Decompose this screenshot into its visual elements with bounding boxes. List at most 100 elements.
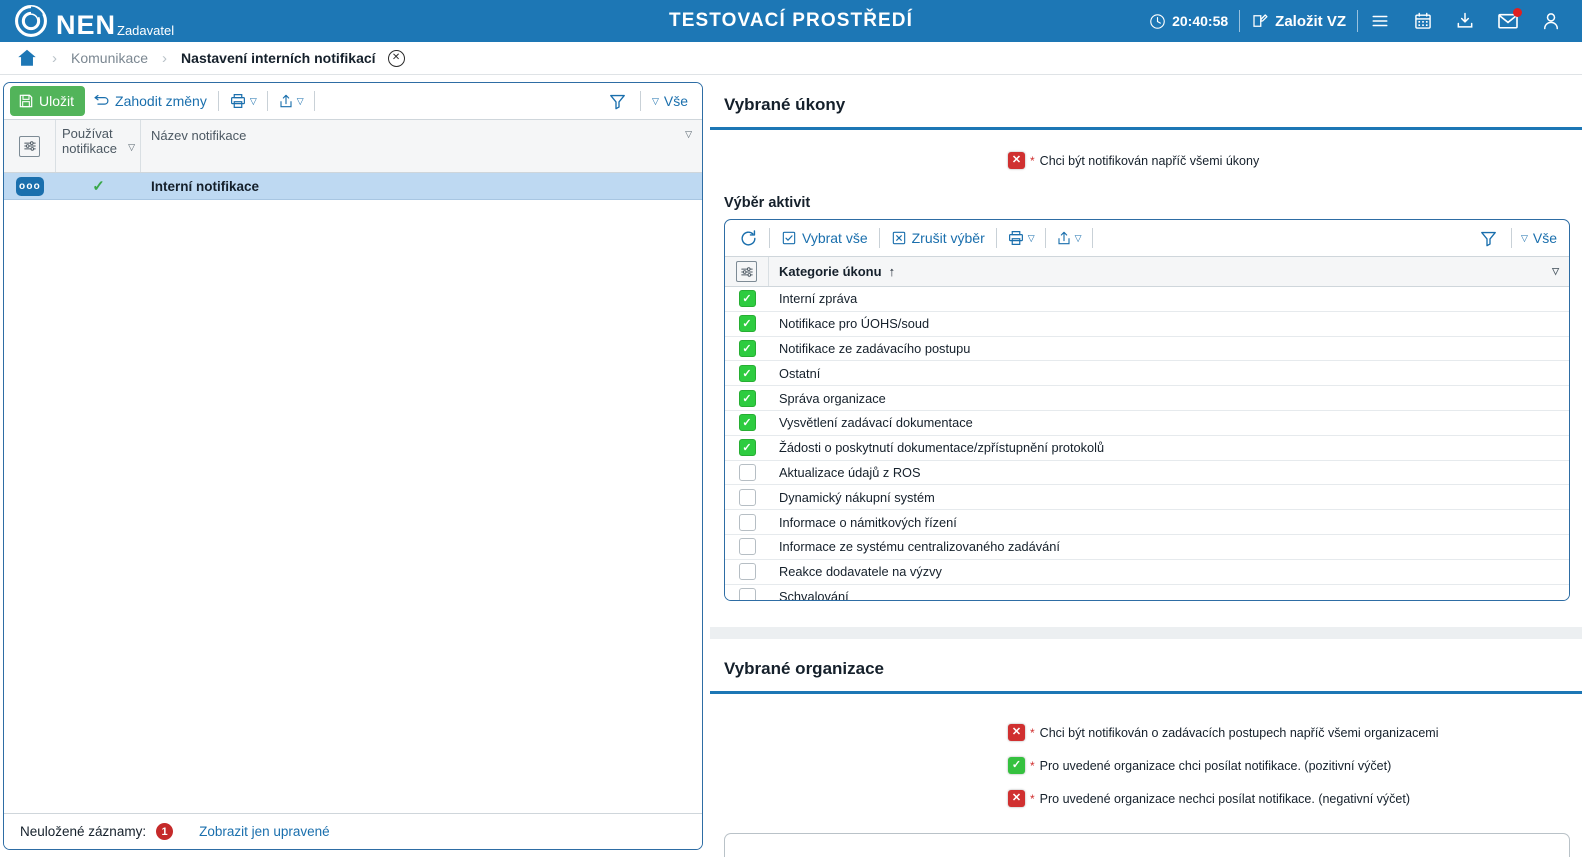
table-row[interactable]: ✓ Notifikace ze zadávacího postupu: [725, 336, 1569, 362]
table-row[interactable]: ✓ Ostatní: [725, 361, 1569, 387]
checkbox-checked[interactable]: ✓: [738, 389, 756, 407]
breadcrumb-item-current[interactable]: Nastavení interních notifikací: [181, 50, 376, 66]
checkbox-checked[interactable]: ✓: [738, 439, 756, 457]
option-row[interactable]: ✕ * Pro uvedené organizace nechci posíla…: [710, 782, 1582, 815]
selected-organizations-options: ✕ * Chci být notifikován o zadávacích po…: [710, 694, 1582, 829]
brand[interactable]: NEN Zadavatel: [0, 4, 174, 39]
checkbox-checked[interactable]: ✓: [738, 290, 756, 308]
breadcrumb-item-komunikace[interactable]: Komunikace: [71, 50, 149, 66]
divider: [1510, 228, 1512, 248]
show-modified-link[interactable]: Zobrazit jen upravené: [199, 824, 330, 839]
column-settings-cell[interactable]: [725, 257, 769, 286]
close-icon[interactable]: ✕: [387, 49, 405, 67]
select-all-label: Vybrat vše: [802, 230, 868, 246]
view-all-button[interactable]: ▽ Vše: [646, 93, 694, 109]
table-row[interactable]: Informace ze systému centralizovaného za…: [725, 534, 1569, 560]
table-row[interactable]: ✓ Vysvětlení zadávací dokumentace: [725, 410, 1569, 436]
column-settings-cell[interactable]: [4, 120, 56, 172]
save-button[interactable]: Uložit: [10, 86, 86, 116]
column-header-task-category[interactable]: Kategorie úkonu ↑ ▽: [769, 257, 1569, 286]
selected-tasks-options: ✕ * Chci být notifikován napříč všemi úk…: [710, 130, 1582, 185]
row-checkbox-cell: [725, 488, 769, 506]
mail-notification-badge: [1513, 8, 1522, 17]
status-x-icon[interactable]: ✕: [1008, 724, 1025, 741]
table-row[interactable]: Informace o námitkových řízení: [725, 510, 1569, 535]
table-row[interactable]: ✓ Notifikace pro ÚOHS/soud: [725, 311, 1569, 337]
checkbox-unchecked[interactable]: [738, 463, 756, 481]
table-row[interactable]: ✓ Interní zpráva: [725, 287, 1569, 312]
checkbox-checked[interactable]: ✓: [738, 414, 756, 432]
home-icon[interactable]: [16, 47, 38, 69]
user-button[interactable]: [1530, 0, 1572, 42]
column-header-notification-name[interactable]: Název notifikace ▽: [141, 120, 702, 172]
chevron-down-icon[interactable]: ▽: [685, 129, 692, 139]
calendar-button[interactable]: [1402, 0, 1444, 42]
export-button[interactable]: ▽: [271, 86, 311, 116]
chevron-down-icon[interactable]: ▽: [128, 142, 135, 152]
row-label: Notifikace ze zadávacího postupu: [779, 340, 971, 356]
row-checkbox-cell: ✓: [725, 439, 769, 457]
clear-selection-button[interactable]: Zrušit výběr: [883, 223, 993, 253]
option-row[interactable]: ✕ * Chci být notifikován o zadávacích po…: [710, 716, 1582, 749]
status-check-icon[interactable]: ✓: [1008, 757, 1025, 774]
table-row[interactable]: ✓ Správa organizace: [725, 386, 1569, 411]
divider: [1357, 10, 1358, 32]
table-row[interactable]: Schvalování: [725, 584, 1569, 600]
table-row[interactable]: Reakce dodavatele na výzvy: [725, 559, 1569, 585]
table-row[interactable]: ooo ✓ Interní notifikace: [4, 173, 702, 200]
notifications-table-body-empty: [4, 200, 702, 820]
checkbox-checked[interactable]: ✓: [738, 364, 756, 382]
table-row[interactable]: Aktualizace údajů z ROS: [725, 460, 1569, 486]
clear-selection-icon: [892, 231, 905, 245]
section-title-selected-organizations: Vybrané organizace: [710, 639, 1582, 694]
row-label: Aktualizace údajů z ROS: [779, 464, 921, 480]
column-header-label: Název notifikace: [151, 128, 247, 143]
row-checkbox-cell: ✓: [725, 290, 769, 308]
menu-button[interactable]: [1358, 0, 1402, 42]
save-disk-icon: [19, 94, 33, 108]
divider: [217, 91, 219, 111]
checkbox-unchecked[interactable]: [738, 563, 756, 581]
chevron-down-icon[interactable]: ▽: [1552, 266, 1559, 276]
table-row[interactable]: Dynamický nákupní systém: [725, 485, 1569, 511]
filter-button[interactable]: [600, 92, 635, 111]
download-button[interactable]: [1444, 0, 1486, 42]
print-button[interactable]: ▽: [222, 86, 264, 116]
select-all-button[interactable]: Vybrat vše: [773, 223, 876, 253]
column-header-use-notifications[interactable]: Používat notifikace ▽: [56, 120, 141, 172]
divider: [1091, 228, 1093, 248]
checkbox-unchecked[interactable]: [738, 488, 756, 506]
discard-changes-button[interactable]: Zahodit změny: [85, 86, 215, 116]
required-star: *: [1030, 153, 1035, 168]
left-panel-toolbar: Uložit Zahodit změny ▽: [4, 83, 702, 120]
print-button[interactable]: ▽: [1000, 223, 1042, 253]
checkbox-unchecked[interactable]: [738, 513, 756, 531]
activity-selection-grid: Vybrat vše Zrušit výběr: [724, 219, 1570, 601]
row-checkbox-cell: ✓: [725, 414, 769, 432]
divider: [639, 91, 641, 111]
create-vz-label: Založit VZ: [1275, 12, 1346, 30]
filter-button[interactable]: [1471, 229, 1506, 248]
checkbox-unchecked[interactable]: [738, 538, 756, 556]
view-all-button[interactable]: ▽ Vše: [1517, 230, 1561, 246]
organizations-grid-partial: [724, 833, 1570, 857]
status-x-icon[interactable]: ✕: [1008, 152, 1025, 169]
select-all-icon: [782, 231, 796, 245]
required-star: *: [1030, 791, 1035, 806]
download-icon: [1457, 12, 1473, 28]
option-row[interactable]: ✓ * Pro uvedené organizace chci posílat …: [710, 749, 1582, 782]
mail-button[interactable]: [1486, 0, 1530, 42]
row-label: Vysvětlení zadávací dokumentace: [779, 415, 973, 431]
create-vz-button[interactable]: Založit VZ: [1240, 0, 1357, 42]
refresh-button[interactable]: [731, 229, 766, 248]
status-x-icon[interactable]: ✕: [1008, 790, 1025, 807]
breadcrumb: › Komunikace › Nastavení interních notif…: [0, 42, 1582, 75]
checkbox-unchecked[interactable]: [738, 587, 756, 600]
table-row[interactable]: ✓ Žádosti o poskytnutí dokumentace/zpřís…: [725, 435, 1569, 461]
checkbox-checked[interactable]: ✓: [738, 339, 756, 357]
row-actions-button[interactable]: ooo: [16, 176, 44, 196]
option-row[interactable]: ✕ * Chci být notifikován napříč všemi úk…: [710, 144, 1582, 177]
checkbox-checked[interactable]: ✓: [738, 315, 756, 333]
view-all-label: Vše: [663, 93, 688, 109]
export-button[interactable]: ▽: [1049, 223, 1089, 253]
